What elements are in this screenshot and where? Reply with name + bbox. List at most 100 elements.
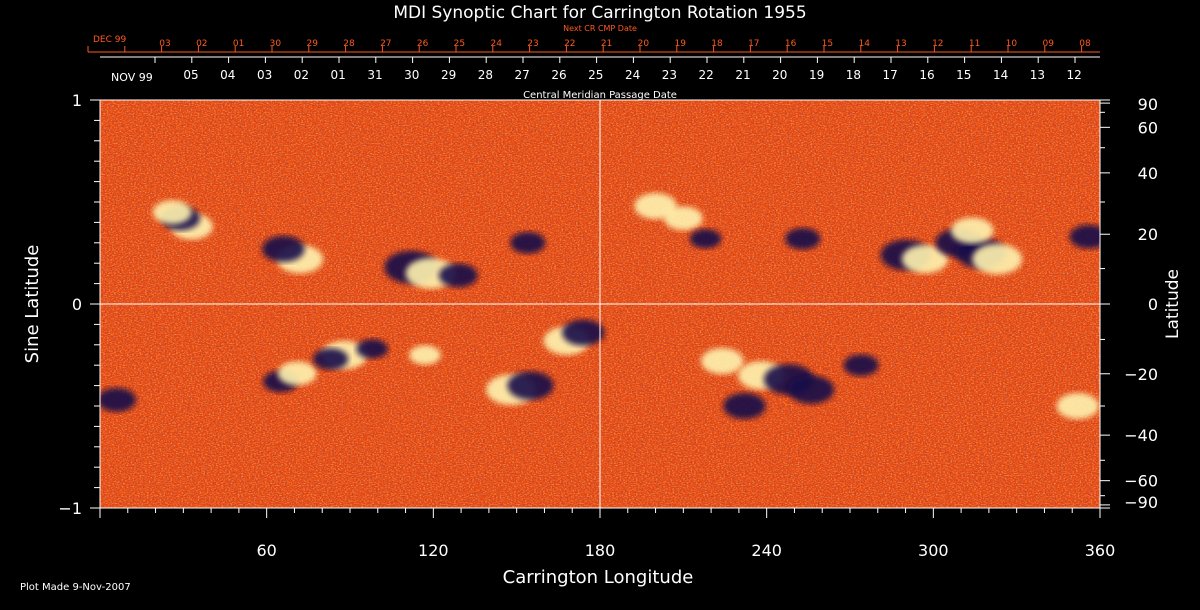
next-cmp-tick-label: 13: [895, 39, 906, 49]
cmp-tick-label: 01: [331, 68, 346, 82]
positive-region: [950, 217, 994, 244]
cmp-tick-label: 22: [699, 68, 714, 82]
x-tick-label: 240: [751, 541, 782, 560]
negative-region: [507, 371, 554, 400]
cmp-tick-label: 03: [257, 68, 272, 82]
next-cmp-tick-label: 28: [343, 39, 355, 49]
y-axis-right-label: Latitude: [1163, 269, 1183, 339]
y-axis-left: 1 0 −1: [58, 91, 100, 518]
cmp-tick-label: 26: [551, 68, 566, 82]
next-cmp-axis-label: Next CR CMP Date: [563, 24, 637, 33]
y-right-tick-label: −40: [1124, 426, 1158, 445]
negative-region: [843, 354, 879, 377]
next-cmp-tick-label: 19: [674, 39, 686, 49]
cmp-tick-label: 14: [993, 68, 1008, 82]
next-cmp-tick-label: 25: [454, 39, 465, 49]
next-cmp-tick-label: 14: [858, 39, 870, 49]
next-cmp-tick-label: 24: [490, 39, 502, 49]
negative-region: [723, 392, 766, 420]
positive-region: [1056, 392, 1100, 420]
plot-made-footer: Plot Made 9-Nov-2007: [20, 582, 131, 593]
cmp-tick-label: 13: [1030, 68, 1045, 82]
cmp-tick-label: 30: [404, 68, 419, 82]
positive-region: [277, 361, 317, 386]
cmp-tick-label: 12: [1067, 68, 1082, 82]
negative-region: [562, 319, 605, 346]
next-cmp-tick-label: 23: [527, 39, 538, 49]
x-axis: 60 120 180 240 300 360: [99, 508, 1116, 560]
x-tick-label: 360: [1085, 541, 1116, 560]
negative-region: [689, 228, 722, 249]
negative-region: [1069, 224, 1100, 249]
next-cmp-tick-label: 01: [233, 39, 244, 49]
next-cmp-tick-label: 18: [711, 39, 723, 49]
next-cmp-tick-label: 30: [270, 39, 282, 49]
y-right-tick-label: 20: [1138, 225, 1158, 244]
y-right-tick-label: 90: [1138, 95, 1158, 114]
y-right-tick-label: −20: [1124, 365, 1158, 384]
x-tick-label: 120: [418, 541, 449, 560]
next-cmp-tick-label: 15: [822, 39, 833, 49]
next-cmp-tick-label: 20: [638, 39, 650, 49]
y-left-tick-label: −1: [58, 499, 82, 518]
cmp-tick-label: 28: [478, 68, 493, 82]
negative-region: [510, 231, 546, 254]
next-cmp-tick-label: 21: [601, 39, 612, 49]
positive-region: [409, 345, 441, 365]
y-right-tick-label: 0: [1148, 295, 1158, 314]
active-regions: [100, 192, 1100, 420]
cmp-tick-label: 25: [588, 68, 603, 82]
y-right-tick-label: −90: [1124, 493, 1158, 512]
negative-region: [787, 375, 835, 404]
y-right-tick-label: 40: [1138, 164, 1158, 183]
cmp-axis-label: Central Meridian Passage Date: [523, 90, 677, 101]
x-tick-label: 60: [256, 541, 276, 560]
x-tick-label: 180: [585, 541, 616, 560]
cmp-tick-label: 19: [809, 68, 824, 82]
cmp-tick-label: 02: [294, 68, 309, 82]
next-cmp-tick-label: 03: [159, 39, 170, 49]
next-cmp-axis: 03 02 01 30 29 28 27 26 25 24 23 22 21 20 19 18 17 16 15 14…: [87, 39, 1100, 53]
cmp-tick-label: 05: [183, 68, 198, 82]
next-cmp-tick-label: 17: [748, 39, 759, 49]
positive-region: [972, 243, 1023, 275]
negative-region: [785, 227, 821, 250]
cmp-tick-label: 24: [625, 68, 640, 82]
next-cmp-tick-label: 11: [969, 39, 980, 49]
cmp-tick-label: 16: [919, 68, 934, 82]
y-right-tick-label: −60: [1124, 472, 1158, 491]
negative-region: [262, 235, 305, 263]
cmp-month-label: NOV 99: [111, 71, 153, 84]
positive-region: [700, 348, 744, 375]
cmp-tick-label: 23: [662, 68, 677, 82]
cmp-tick-label: 29: [441, 68, 456, 82]
x-axis-label: Carrington Longitude: [503, 567, 694, 588]
negative-region: [356, 339, 389, 359]
negative-region: [438, 263, 478, 288]
cmp-tick-label: 04: [220, 68, 235, 82]
cmp-date-axis: 05 04 03 02 01 31 30 29 28 27 26 25 24 23 22 21 20 19 18 17…: [100, 56, 1100, 82]
negative-region: [312, 348, 349, 370]
next-cmp-tick-label: 02: [196, 39, 207, 49]
y-left-tick-label: 0: [72, 295, 82, 314]
next-cmp-tick-label: 10: [1006, 39, 1018, 49]
next-cmp-tick-label: 26: [417, 39, 429, 49]
y-axis-right: 90 60 40 20 0 −20 −40 −60 −90: [1100, 95, 1158, 512]
y-axis-left-label: Sine Latitude: [22, 245, 43, 364]
x-tick-label: 300: [918, 541, 949, 560]
next-cmp-tick-label: 08: [1079, 39, 1091, 49]
cmp-tick-label: 17: [883, 68, 898, 82]
positive-region: [663, 206, 703, 231]
chart-title: MDI Synoptic Chart for Carrington Rotati…: [393, 3, 806, 23]
cmp-tick-label: 20: [772, 68, 787, 82]
next-cmp-tick-label: 27: [380, 39, 391, 49]
cmp-tick-label: 18: [846, 68, 861, 82]
cmp-tick-label: 31: [367, 68, 382, 82]
next-cmp-tick-label: 22: [564, 39, 575, 49]
cmp-tick-label: 15: [956, 68, 971, 82]
negative-region: [100, 387, 137, 412]
cmp-tick-label: 21: [735, 68, 750, 82]
cmp-tick-label: 27: [515, 68, 530, 82]
next-cmp-month-label: DEC 99: [93, 35, 126, 45]
